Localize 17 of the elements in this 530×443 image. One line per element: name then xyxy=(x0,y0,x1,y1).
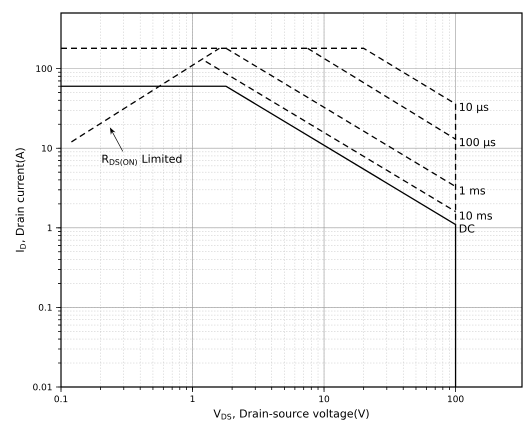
series-label: 10 µs xyxy=(460,102,488,114)
x-tick-label: 100 xyxy=(448,396,464,402)
y-tick-label: 1 xyxy=(48,224,52,232)
series-label: DC xyxy=(460,224,474,233)
x-tick-label: 10 xyxy=(319,396,330,402)
series-label: 10 ms xyxy=(460,211,492,220)
y-tick-label: 0.1 xyxy=(38,304,52,311)
y-tick-label: 100 xyxy=(36,65,52,72)
x-axis-title: V$_{DS}$, Drain-source voltage(V) xyxy=(213,409,369,420)
annotation: R$_{DS(ON)}$ Limited xyxy=(102,154,182,166)
x-tick-label: 0.1 xyxy=(54,396,68,402)
x-tick-label: 1 xyxy=(190,396,195,402)
series-label: 100 µs xyxy=(460,138,496,148)
series-label: 1 ms xyxy=(460,186,486,195)
y-tick-label: 0.01 xyxy=(33,384,52,390)
y-tick-label: 10 xyxy=(42,144,52,152)
y-axis-title: I$_{D}$, Drain current(A) xyxy=(16,148,26,252)
